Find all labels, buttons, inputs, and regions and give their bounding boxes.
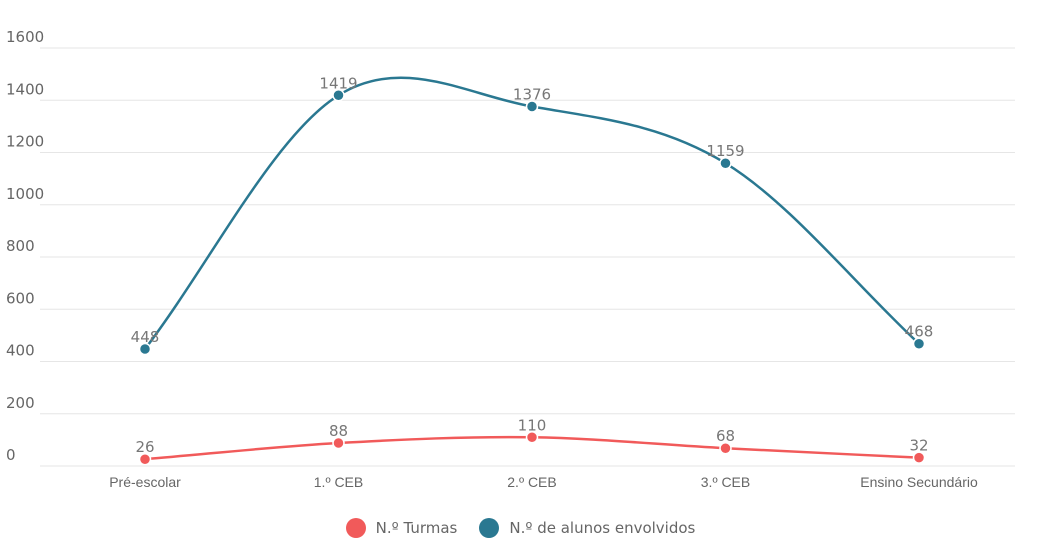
data-point: [912, 337, 926, 350]
data-point: [332, 89, 345, 102]
data-point: [138, 342, 152, 356]
series-0: 26 88 110 68 32: [135, 416, 929, 466]
data-label: 32: [909, 437, 928, 455]
legend-label-turmas: N.º Turmas: [375, 519, 458, 537]
legend-swatch-alunos: [479, 518, 500, 538]
data-label: 88: [329, 422, 348, 440]
y-tick-label: 600: [6, 289, 35, 307]
data-point: [332, 436, 345, 450]
x-tick-label: 2.º CEB: [507, 474, 556, 490]
y-tick-label: 1400: [6, 80, 44, 98]
y-tick-label: 400: [6, 342, 35, 360]
y-tick-label: 1000: [6, 185, 44, 203]
data-label: 68: [716, 427, 735, 445]
legend-item-turmas[interactable]: N.º Turmas: [345, 518, 458, 538]
y-tick-label: 0: [6, 446, 16, 464]
x-tick-label: Pré-escolar: [109, 474, 181, 490]
line-chart: 0 200 400 600 800 1000 1200 1400 1600 Pré-escola…: [6, 28, 1015, 490]
data-label: 468: [905, 323, 934, 341]
y-tick-label: 1200: [6, 133, 44, 151]
data-point: [719, 441, 732, 455]
data-point: [719, 156, 732, 170]
legend-swatch-turmas: [345, 518, 366, 538]
data-label: 26: [135, 438, 154, 456]
data-label: 448: [131, 328, 160, 346]
gridlines: [40, 47, 1015, 467]
legend: N.º Turmas N.º de alunos envolvidos: [0, 518, 1041, 538]
x-tick-label: Ensino Secundário: [860, 474, 978, 490]
x-axis: Pré-escolar 1.º CEB 2.º CEB 3.º CEB Ensino S…: [109, 474, 978, 490]
y-tick-label: 1600: [6, 28, 44, 46]
x-tick-label: 3.º CEB: [701, 474, 750, 490]
y-tick-label: 200: [6, 394, 35, 412]
series-1: 448 1419 1376 1159 468: [131, 74, 934, 356]
data-label: 1159: [706, 142, 744, 160]
legend-label-alunos: N.º de alunos envolvidos: [509, 519, 696, 537]
data-label: 110: [518, 416, 547, 434]
series-group: 448 1419 1376 1159 468 26 88 110 68 32: [131, 74, 934, 466]
data-label: 1419: [319, 74, 357, 92]
series-line: [144, 76, 920, 350]
legend-item-alunos[interactable]: N.º de alunos envolvidos: [479, 518, 695, 538]
data-point: [525, 100, 539, 113]
y-axis: 0 200 400 600 800 1000 1200 1400 1600: [6, 28, 44, 464]
data-point: [138, 452, 152, 466]
y-tick-label: 800: [6, 237, 35, 255]
data-label: 1376: [513, 86, 551, 104]
data-point: [525, 431, 539, 444]
data-point: [912, 451, 926, 464]
x-tick-label: 1.º CEB: [314, 474, 363, 490]
